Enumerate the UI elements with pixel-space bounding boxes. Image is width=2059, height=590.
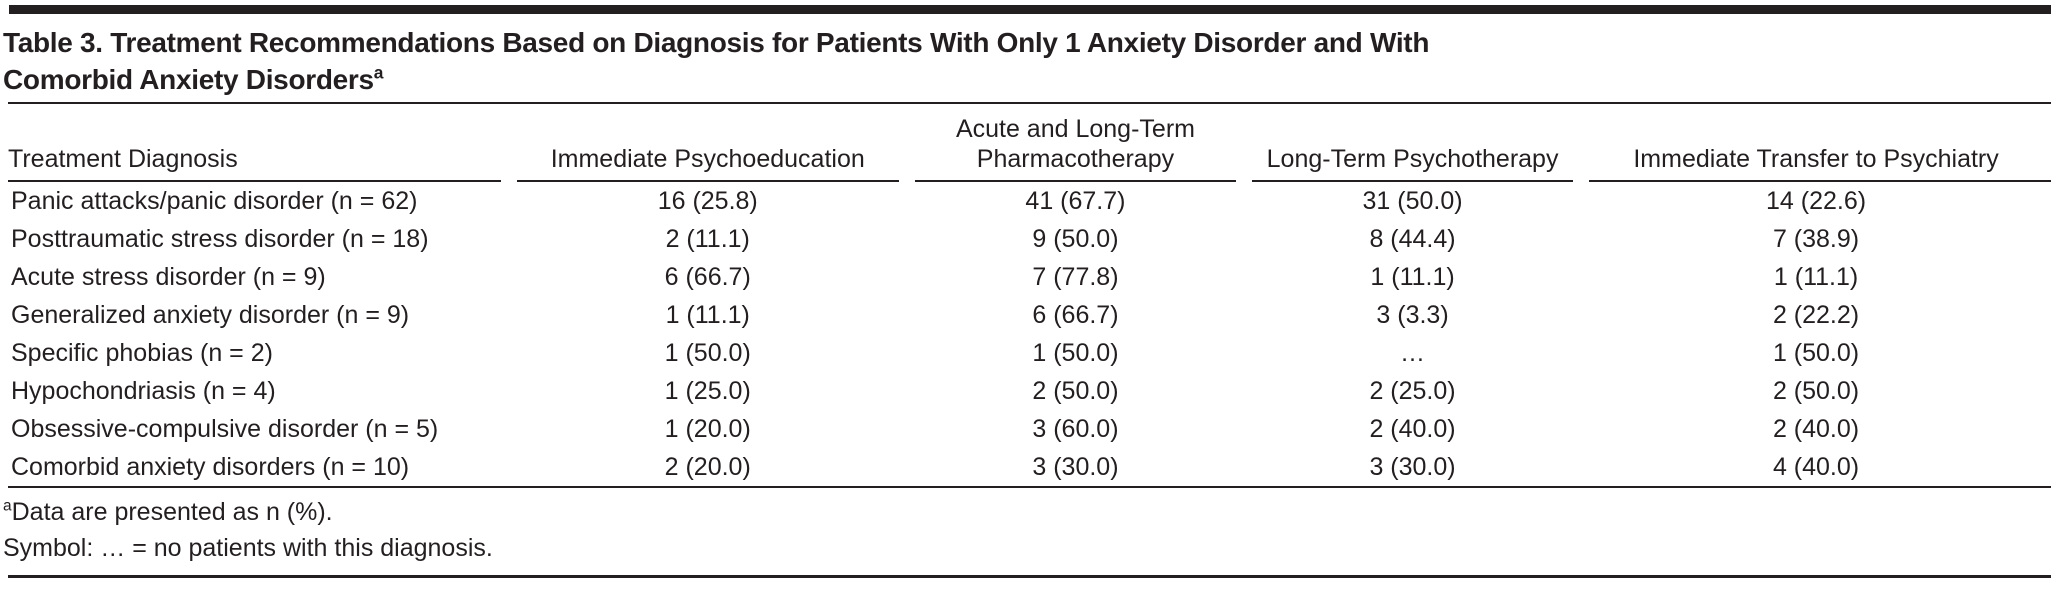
value-cell: 4 (40.0) (1772, 452, 1860, 481)
value-cell: 3 (60.0) (1032, 414, 1119, 443)
table-row: Generalized anxiety disorder (n = 9) 1 (1… (8, 296, 2051, 334)
value-cell: 7 (38.9) (1772, 224, 1860, 253)
diagnosis-cell: Specific phobias (n = 2) (11, 338, 273, 367)
value-cell: 2 (20.0) (664, 452, 751, 481)
value-cell: 2 (40.0) (1369, 414, 1456, 443)
value-cell: 31 (50.0) (1362, 186, 1463, 215)
value-cell: 1 (20.0) (664, 414, 751, 443)
value-cell: 6 (66.7) (1032, 300, 1119, 329)
value-cell: 2 (22.2) (1772, 300, 1860, 329)
table-row: Acute stress disorder (n = 9) 6 (66.7) 7 (… (8, 258, 2051, 296)
title-footnote-marker: a (373, 62, 384, 83)
table-header: Treatment Diagnosis Immediate Psychoeduc… (8, 104, 2051, 182)
value-cell: 2 (11.1) (665, 224, 750, 253)
table-title-line2: Comorbid Anxiety Disordersa (3, 62, 384, 95)
column-header-immediate-psychoeducation: Immediate Psychoeducation (509, 104, 907, 182)
value-cell: 1 (25.0) (664, 376, 751, 405)
diagnosis-cell: Comorbid anxiety disorders (n = 10) (11, 452, 410, 481)
treatment-table: Treatment Diagnosis Immediate Psychoeduc… (8, 104, 2051, 486)
footnotes: aData are presented as n (%). Symbol: … … (3, 494, 2059, 566)
value-cell: 2 (25.0) (1369, 376, 1456, 405)
value-cell: 7 (77.8) (1032, 262, 1119, 291)
value-cell: 3 (30.0) (1369, 452, 1456, 481)
table-row: Comorbid anxiety disorders (n = 10) 2 (20… (8, 448, 2051, 486)
value-cell: 3 (30.0) (1032, 452, 1119, 481)
column-header-treatment-diagnosis: Treatment Diagnosis (8, 104, 509, 182)
column-header-immediate-transfer-psychiatry: Immediate Transfer to Psychiatry (1581, 104, 2051, 182)
table-title: Table 3. Treatment Recommendations Based… (3, 24, 2059, 98)
value-cell: 2 (50.0) (1032, 376, 1119, 405)
value-cell: 1 (50.0) (1772, 338, 1860, 367)
value-cell: 41 (67.7) (1025, 186, 1126, 215)
column-header-acute-long-term-pharmacotherapy: Acute and Long-Term Pharmacotherapy (907, 104, 1244, 182)
value-cell: 1 (11.1) (1773, 262, 1859, 291)
table-row: Posttraumatic stress disorder (n = 18) 2 … (8, 220, 2051, 258)
value-cell: 3 (3.3) (1376, 300, 1449, 329)
value-cell: 1 (50.0) (664, 338, 751, 367)
footnote-symbol-legend: Symbol: … = no patients with this diagno… (3, 534, 493, 562)
diagnosis-cell: Posttraumatic stress disorder (n = 18) (11, 224, 429, 253)
table-bottom-divider (8, 486, 2051, 488)
diagnosis-cell: Acute stress disorder (n = 9) (11, 262, 326, 291)
table-row: Hypochondriasis (n = 4) 1 (25.0) 2 (50.0) 2… (8, 372, 2051, 410)
value-cell: 1 (11.1) (1370, 262, 1455, 291)
value-cell: 2 (40.0) (1772, 414, 1860, 443)
table-body: Panic attacks/panic disorder (n = 62) 16 … (8, 182, 2051, 486)
bottom-border-rule (8, 575, 2051, 578)
diagnosis-cell: Obsessive-compulsive disorder (n = 5) (11, 414, 439, 443)
value-cell: 2 (50.0) (1772, 376, 1860, 405)
value-cell: 6 (66.7) (664, 262, 751, 291)
value-cell: … (1400, 338, 1426, 367)
diagnosis-cell: Generalized anxiety disorder (n = 9) (11, 300, 410, 329)
value-cell: 1 (11.1) (665, 300, 750, 329)
header-row: Treatment Diagnosis Immediate Psychoeduc… (8, 104, 2051, 182)
title-divider (8, 102, 2051, 104)
top-accent-bar (9, 5, 2051, 14)
diagnosis-cell: Hypochondriasis (n = 4) (11, 376, 276, 405)
table-row: Obsessive-compulsive disorder (n = 5) 1 (… (8, 410, 2051, 448)
column-header-long-term-psychotherapy: Long-Term Psychotherapy (1244, 104, 1581, 182)
value-cell: 14 (22.6) (1766, 186, 1867, 215)
value-cell: 9 (50.0) (1032, 224, 1119, 253)
value-cell: 8 (44.4) (1369, 224, 1456, 253)
diagnosis-cell: Panic attacks/panic disorder (n = 62) (11, 186, 418, 215)
table-row: Panic attacks/panic disorder (n = 62) 16 … (8, 182, 2051, 220)
footnote-marker: a (3, 497, 12, 515)
table-row: Specific phobias (n = 2) 1 (50.0) 1 (50.0)… (8, 334, 2051, 372)
value-cell: 1 (50.0) (1032, 338, 1119, 367)
table-title-line1: Table 3. Treatment Recommendations Based… (3, 27, 1430, 58)
value-cell: 16 (25.8) (657, 186, 758, 215)
footnote-data-presentation: aData are presented as n (%). (3, 497, 333, 526)
